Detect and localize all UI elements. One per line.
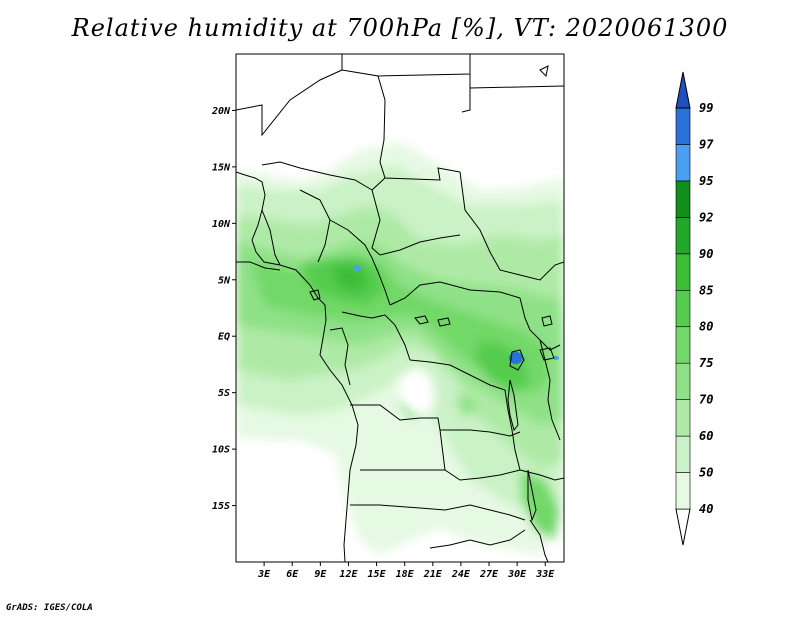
colorbar-box: [675, 435, 691, 473]
colorbar-level-label: 85: [699, 283, 713, 297]
colorbar-box: [675, 362, 691, 400]
longitude-axis: 3E 6E 9E 12E 15E 18E 21E 24E 27E 30E 33E: [257, 562, 555, 580]
colorbar-box: [675, 472, 691, 510]
colorbar-level-label: 80: [699, 320, 713, 334]
colorbar-level-label: 40: [699, 502, 713, 516]
colorbar-box: [675, 253, 691, 291]
colorbar-level-label: 97: [699, 137, 714, 151]
lon-label: 18E: [396, 569, 415, 580]
lat-label: 10N: [212, 219, 231, 230]
lon-label: 21E: [423, 569, 443, 580]
colorbar-box: [675, 399, 691, 437]
lon-label: 6E: [286, 569, 299, 580]
colorbar-boxes: [675, 71, 691, 546]
colorbar-box: [675, 217, 691, 255]
colorbar-level-label: 50: [699, 466, 713, 480]
lon-label: 33E: [535, 569, 555, 580]
lat-label: 20N: [211, 106, 231, 117]
chart-title: Relative humidity at 700hPa [%], VT: 202…: [71, 14, 729, 42]
lat-label: 10S: [212, 445, 230, 456]
lon-label: 30E: [507, 569, 527, 580]
lat-label: 5N: [218, 275, 231, 286]
colorbar-high-triangle: [675, 71, 691, 109]
grads-credit: GrADS: IGES/COLA: [6, 603, 93, 613]
lon-label: 15E: [368, 569, 387, 580]
lon-label: 12E: [339, 569, 358, 580]
lon-label: 9E: [314, 569, 327, 580]
map-frame: [235, 53, 565, 563]
lon-label: 3E: [257, 569, 271, 580]
lon-label: 27E: [479, 569, 499, 580]
latitude-axis: 20N 15N 10N 5N EQ 5S 10S 15S: [211, 106, 236, 512]
colorbar-box: [675, 326, 691, 364]
colorbar-box: [675, 289, 691, 328]
colorbar-level-label: 90: [699, 247, 713, 261]
lat-label: 15N: [212, 162, 231, 173]
lat-label: EQ: [218, 332, 230, 343]
colorbar-level-label: 92: [699, 210, 713, 224]
colorbar-box: [675, 180, 691, 218]
lon-label: 24E: [451, 569, 471, 580]
colorbar-level-label: 75: [699, 356, 713, 370]
colorbar-labels: 40 50 60 70 75 80 85 90 92 95 97 99: [699, 101, 714, 516]
colorbar-box: [675, 107, 691, 145]
lat-label: 15S: [212, 501, 230, 512]
colorbar-box: [675, 144, 691, 182]
colorbar-low-triangle: [675, 508, 691, 546]
coastline-borders: [236, 54, 564, 562]
colorbar-level-label: 99: [699, 101, 713, 115]
colorbar-level-label: 95: [699, 174, 713, 188]
colorbar-level-label: 70: [699, 393, 713, 407]
lat-label: 5S: [218, 388, 230, 399]
colorbar-level-label: 60: [699, 429, 713, 443]
